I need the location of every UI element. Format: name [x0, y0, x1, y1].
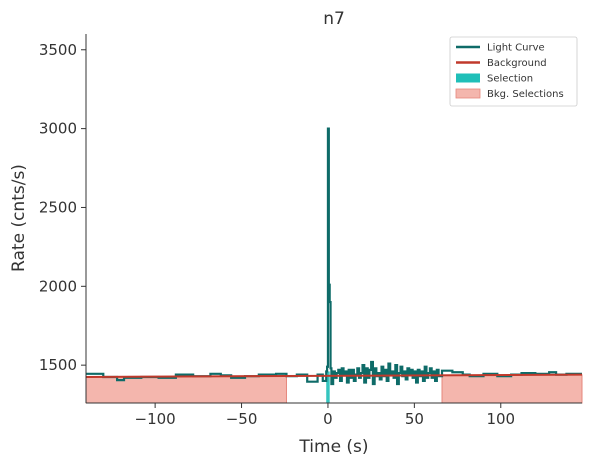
selection-band-1: [326, 371, 330, 403]
series-layer: [85, 127, 583, 386]
x-tick-label: −50: [226, 410, 258, 428]
y-tick-label: 2000: [39, 277, 77, 295]
y-tick-label: 1500: [39, 356, 77, 374]
series-background: [85, 373, 583, 378]
x-tick-label: 0: [323, 410, 333, 428]
legend-swatch: [455, 88, 481, 99]
legend-frame: [449, 36, 578, 107]
x-tick-label: 100: [486, 410, 515, 428]
y-axis-title: Rate (cnts/s): [9, 164, 29, 272]
y-tick-label: 3000: [39, 120, 77, 138]
y-tick-label: 3500: [39, 41, 77, 59]
legend-swatch: [456, 73, 480, 83]
legend: Light Curve Background Selection Bkg. Selec…: [449, 36, 578, 107]
x-axis-title: Time (s): [298, 437, 368, 457]
chart-title: n7: [323, 9, 345, 29]
x-tick-label: −100: [135, 410, 176, 428]
y-tick-label: 2500: [39, 198, 77, 216]
legend-label: Bkg. Selections: [487, 89, 564, 100]
bkg-selection-band-2: [441, 374, 583, 404]
x-tick-label: 50: [405, 410, 424, 428]
legend-label: Background: [487, 58, 547, 69]
legend-label: Light Curve: [487, 43, 545, 54]
ticks-layer: −100 −50 0 50 100 1500 2000 2500 3000 3500: [39, 41, 515, 428]
selection-layer: [326, 371, 330, 403]
legend-label: Selection: [487, 74, 533, 85]
